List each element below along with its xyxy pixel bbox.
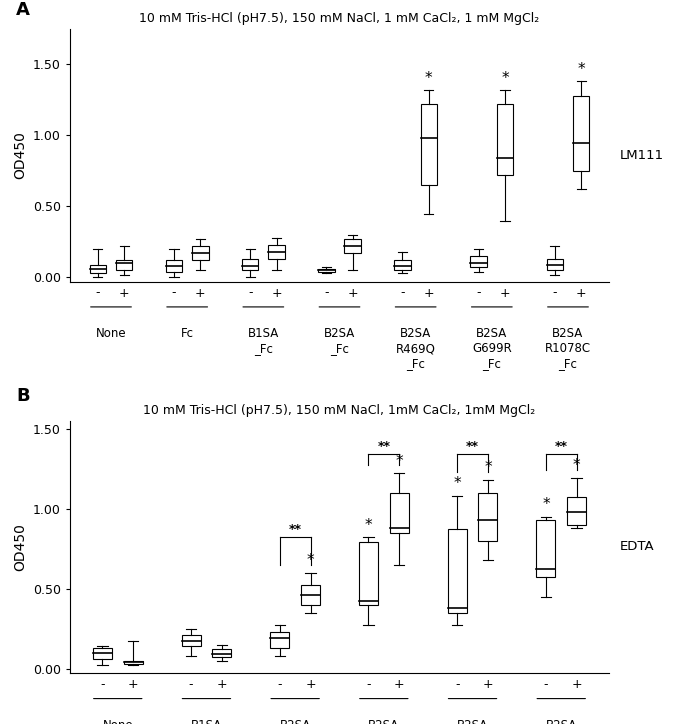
Bar <box>447 529 467 613</box>
Bar <box>212 649 232 657</box>
Bar <box>90 264 106 273</box>
Text: *: * <box>501 71 509 85</box>
Title: 10 mM Tris-HCl (pH7.5), 150 mM NaCl, 1mM CaCl₂, 1mM MgCl₂: 10 mM Tris-HCl (pH7.5), 150 mM NaCl, 1mM… <box>144 404 536 417</box>
Bar <box>394 261 411 270</box>
Text: Fc: Fc <box>181 327 194 340</box>
Y-axis label: OD450: OD450 <box>13 523 27 571</box>
Bar <box>268 245 285 259</box>
Bar <box>242 259 258 270</box>
Text: None: None <box>96 327 126 340</box>
Text: B2SA
R1078C
_Fc: B2SA R1078C _Fc <box>545 327 591 370</box>
Text: B: B <box>16 387 29 405</box>
Text: B1SA
_Fc: B1SA _Fc <box>191 719 222 724</box>
Bar <box>116 261 132 270</box>
Text: **: ** <box>288 523 302 536</box>
Text: *: * <box>454 476 461 491</box>
Bar <box>390 492 409 533</box>
Text: *: * <box>395 454 403 468</box>
Bar <box>421 104 437 185</box>
Text: B2SA
G699R
_Fc: B2SA G699R _Fc <box>453 719 492 724</box>
Y-axis label: OD450: OD450 <box>13 131 27 180</box>
Text: *: * <box>425 71 433 85</box>
Bar <box>166 261 182 272</box>
Text: B2SA
_Fc: B2SA _Fc <box>279 719 311 724</box>
Text: B1SA
_Fc: B1SA _Fc <box>248 327 279 355</box>
Bar <box>573 96 589 171</box>
Text: B2SA
R469Q
_Fc: B2SA R469Q _Fc <box>395 327 435 370</box>
Bar <box>93 648 112 659</box>
Bar <box>497 104 513 175</box>
Text: None: None <box>102 719 133 724</box>
Text: *: * <box>484 460 491 475</box>
Bar <box>547 259 563 270</box>
Bar <box>470 256 486 267</box>
Text: *: * <box>573 458 580 473</box>
Text: **: ** <box>554 439 568 452</box>
Text: B2SA
R469Q
_Fc: B2SA R469Q _Fc <box>364 719 404 724</box>
Text: B2SA
_Fc: B2SA _Fc <box>324 327 355 355</box>
Bar <box>181 635 201 646</box>
Text: A: A <box>16 1 30 19</box>
Text: *: * <box>578 62 585 77</box>
Bar <box>193 246 209 261</box>
Bar <box>344 239 361 253</box>
Text: *: * <box>307 552 314 568</box>
Bar <box>536 520 555 577</box>
Title: 10 mM Tris-HCl (pH7.5), 150 mM NaCl, 1 mM CaCl₂, 1 mM MgCl₂: 10 mM Tris-HCl (pH7.5), 150 mM NaCl, 1 m… <box>139 12 540 25</box>
Text: **: ** <box>377 439 391 452</box>
Text: *: * <box>365 518 372 533</box>
Bar <box>359 542 378 605</box>
Text: B2SA
R1078C
_Fc: B2SA R1078C _Fc <box>538 719 584 724</box>
Bar <box>478 492 498 541</box>
Text: LM111: LM111 <box>620 149 664 161</box>
Bar <box>270 632 289 648</box>
Text: *: * <box>542 497 550 512</box>
Bar <box>318 269 335 272</box>
Bar <box>124 660 143 664</box>
Text: B2SA
G699R
_Fc: B2SA G699R _Fc <box>472 327 512 370</box>
Text: **: ** <box>466 439 479 452</box>
Text: EDTA: EDTA <box>620 541 654 553</box>
Bar <box>301 586 320 605</box>
Bar <box>567 497 586 525</box>
